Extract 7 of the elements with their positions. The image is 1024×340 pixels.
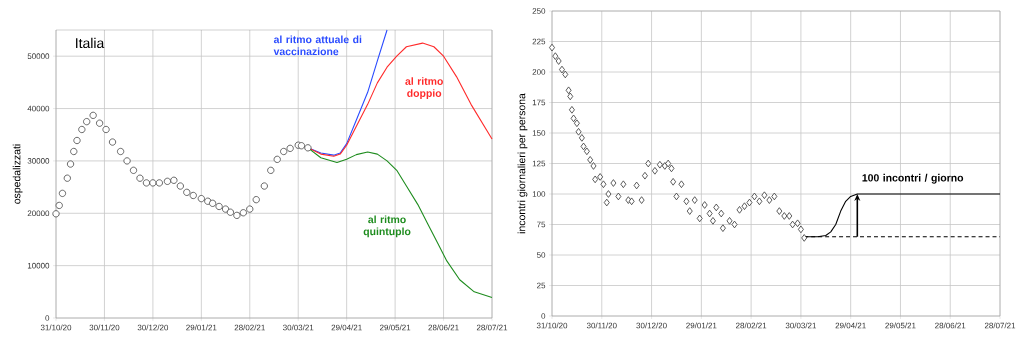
series-label: al ritmo attuale di vaccinazione — [273, 35, 362, 56]
y-axis-title: incontri giornalieri per persona — [517, 93, 528, 234]
series-label: al ritmo doppio — [405, 77, 443, 99]
series-label: al ritmo quintuplo — [363, 215, 411, 238]
y-axis-title: ospedalizzati — [12, 144, 23, 204]
series-label: 100 incontri / giorno — [862, 173, 964, 184]
chart-title: Italia — [76, 37, 105, 49]
